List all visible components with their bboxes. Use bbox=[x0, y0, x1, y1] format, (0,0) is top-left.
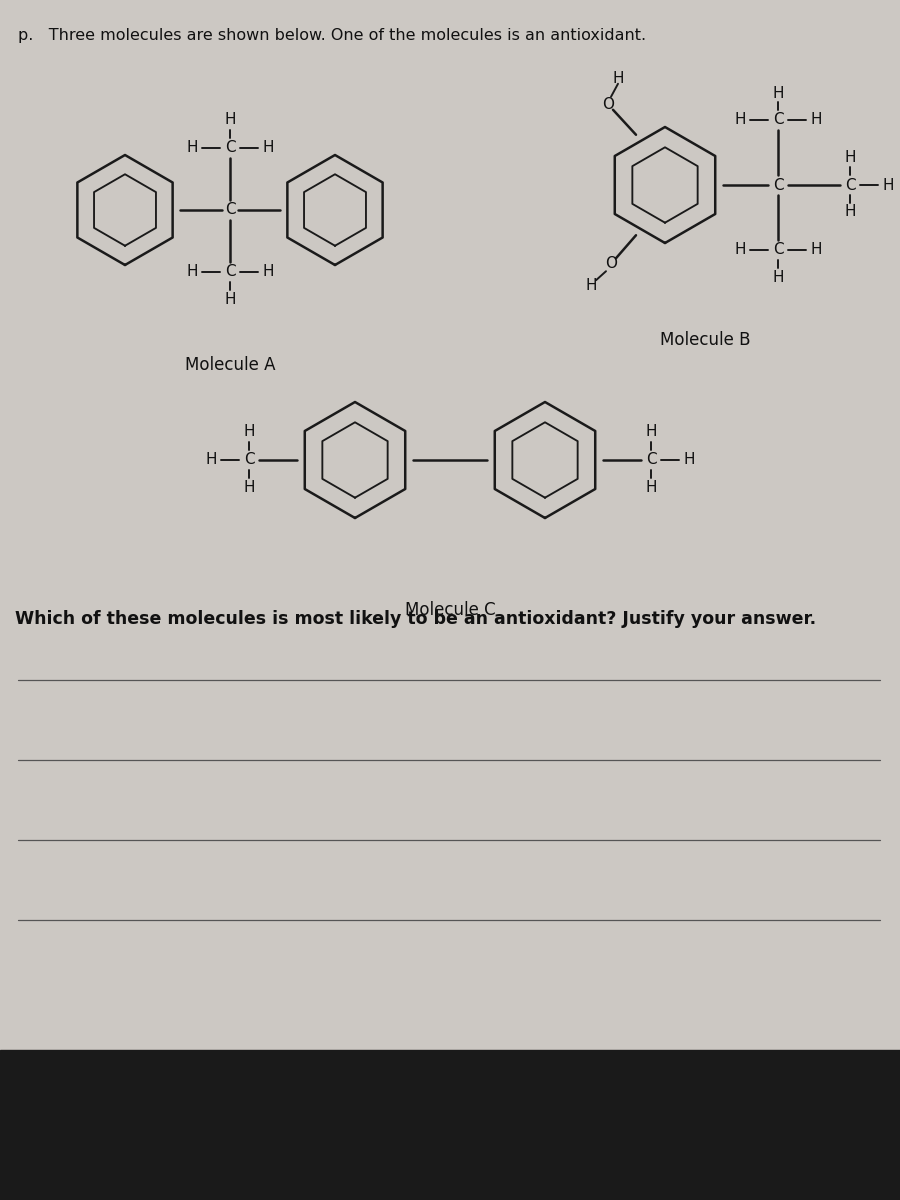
Text: H: H bbox=[186, 264, 198, 280]
Text: H: H bbox=[612, 71, 624, 86]
Text: O: O bbox=[602, 97, 614, 113]
Text: C: C bbox=[773, 178, 783, 192]
Text: Which of these molecules is most likely to be an antioxidant? Justify your answe: Which of these molecules is most likely … bbox=[15, 610, 816, 628]
Text: H: H bbox=[683, 452, 695, 468]
Text: O: O bbox=[605, 256, 617, 271]
Text: Molecule B: Molecule B bbox=[660, 331, 751, 349]
Text: H: H bbox=[585, 277, 597, 293]
Text: H: H bbox=[224, 293, 236, 307]
Text: H: H bbox=[645, 480, 657, 496]
Bar bbox=[0, 1050, 900, 1200]
Text: C: C bbox=[773, 242, 783, 258]
Text: H: H bbox=[224, 113, 236, 127]
Text: H: H bbox=[262, 140, 274, 156]
Text: H: H bbox=[882, 178, 894, 192]
Text: H: H bbox=[243, 425, 255, 439]
Text: H: H bbox=[734, 242, 746, 258]
Text: C: C bbox=[225, 203, 235, 217]
Text: H: H bbox=[844, 150, 856, 166]
Text: H: H bbox=[243, 480, 255, 496]
Text: C: C bbox=[244, 452, 255, 468]
Text: C: C bbox=[845, 178, 855, 192]
Text: H: H bbox=[186, 140, 198, 156]
Text: Molecule C: Molecule C bbox=[405, 601, 495, 619]
Text: H: H bbox=[772, 270, 784, 284]
Text: H: H bbox=[844, 204, 856, 220]
Text: Molecule A: Molecule A bbox=[184, 356, 275, 374]
Text: H: H bbox=[734, 113, 746, 127]
Text: H: H bbox=[810, 242, 822, 258]
Text: C: C bbox=[773, 113, 783, 127]
Text: H: H bbox=[205, 452, 217, 468]
Text: C: C bbox=[645, 452, 656, 468]
Text: H: H bbox=[262, 264, 274, 280]
Text: H: H bbox=[772, 85, 784, 101]
Text: C: C bbox=[225, 264, 235, 280]
Text: H: H bbox=[810, 113, 822, 127]
Text: H: H bbox=[645, 425, 657, 439]
Text: C: C bbox=[225, 140, 235, 156]
Bar bbox=[0, 0, 900, 1050]
Text: p.   Three molecules are shown below. One of the molecules is an antioxidant.: p. Three molecules are shown below. One … bbox=[18, 28, 646, 43]
